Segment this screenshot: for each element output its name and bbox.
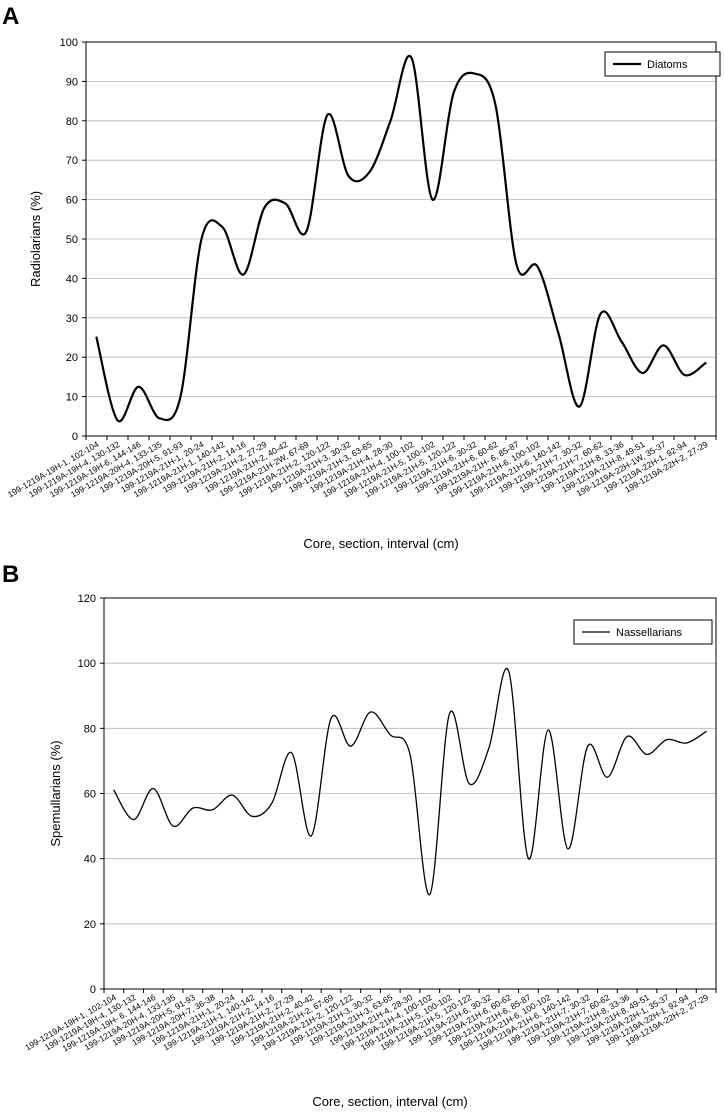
data-point [270, 801, 274, 805]
data-point [347, 174, 351, 178]
data-point [230, 793, 234, 797]
series-line-nassellarians [113, 667, 707, 896]
data-point [132, 818, 136, 822]
data-point [578, 404, 582, 408]
data-point [557, 332, 561, 336]
data-point [641, 371, 645, 375]
data-point [431, 198, 435, 202]
data-point [221, 225, 225, 229]
y-tick-label: 60 [84, 789, 96, 801]
data-point [290, 751, 294, 755]
data-point [242, 272, 246, 276]
data-point [116, 418, 120, 422]
data-point [566, 847, 570, 851]
data-point [447, 712, 451, 716]
data-point [200, 237, 204, 241]
data-point [137, 385, 141, 389]
y-tick-label: 40 [66, 273, 78, 285]
data-point [487, 746, 491, 750]
data-point [507, 669, 511, 673]
data-point [408, 752, 412, 756]
data-point [605, 775, 609, 779]
data-point [388, 733, 392, 737]
data-point [494, 103, 498, 107]
data-point [704, 361, 708, 365]
data-point [662, 343, 666, 347]
data-point [452, 91, 456, 95]
data-point [250, 814, 254, 818]
data-point [263, 205, 267, 209]
data-point [546, 728, 550, 732]
data-point [151, 787, 155, 791]
data-point [586, 744, 590, 748]
data-point [536, 265, 540, 269]
y-tick-label: 120 [78, 593, 96, 605]
data-point [305, 229, 309, 233]
data-point [645, 752, 649, 756]
data-point [467, 782, 471, 786]
y-tick-label: 70 [66, 155, 78, 167]
data-point [473, 72, 477, 76]
data-point [368, 170, 372, 174]
y-tick-label: 50 [66, 234, 78, 246]
y-tick-label: 30 [66, 313, 78, 325]
data-point [526, 857, 530, 861]
y-tick-label: 20 [66, 352, 78, 364]
panel-letter-b: B [2, 561, 19, 588]
data-point [95, 336, 99, 340]
x-axis-title: Core, section, interval (cm) [312, 1094, 467, 1109]
data-point [684, 741, 688, 745]
data-point [329, 717, 333, 721]
data-point [389, 119, 393, 123]
data-point [683, 373, 687, 377]
data-point [369, 710, 373, 714]
y-tick-label: 100 [78, 658, 96, 670]
y-tick-label: 100 [60, 37, 78, 49]
data-point [515, 263, 519, 267]
series-line-diatoms [95, 54, 707, 423]
data-point [625, 734, 629, 738]
data-point [704, 730, 708, 734]
y-tick-label: 10 [66, 392, 78, 404]
data-point [309, 834, 313, 838]
y-tick-label: 20 [84, 919, 96, 931]
data-point [211, 808, 215, 812]
x-axis-title: Core, section, interval (cm) [303, 536, 458, 551]
data-point [428, 893, 432, 897]
panel-letter-a: A [2, 3, 19, 30]
legend-label: Nassellarians [616, 627, 683, 639]
y-tick-label: 0 [72, 431, 78, 443]
data-point [112, 788, 116, 792]
y-tick-label: 90 [66, 76, 78, 88]
data-point [158, 416, 162, 420]
data-point [620, 339, 624, 343]
data-point [171, 824, 175, 828]
y-tick-label: 40 [84, 854, 96, 866]
data-point [326, 113, 330, 117]
y-axis-title: Spemullarians (%) [48, 740, 63, 846]
data-point [599, 312, 603, 316]
data-point [410, 56, 414, 60]
y-tick-label: 80 [66, 116, 78, 128]
y-tick-label: 80 [84, 723, 96, 735]
y-tick-label: 0 [90, 984, 96, 996]
data-point [284, 202, 288, 206]
data-point [179, 395, 183, 399]
legend-label: Diatoms [647, 59, 688, 71]
panel-a: A 0102030405060708090100199-1219A-19H-1,… [2, 3, 721, 551]
y-axis-title: Radiolarians (%) [28, 191, 43, 287]
data-point [191, 806, 195, 810]
y-tick-label: 60 [66, 195, 78, 207]
data-point [665, 738, 669, 742]
data-point [349, 744, 353, 748]
